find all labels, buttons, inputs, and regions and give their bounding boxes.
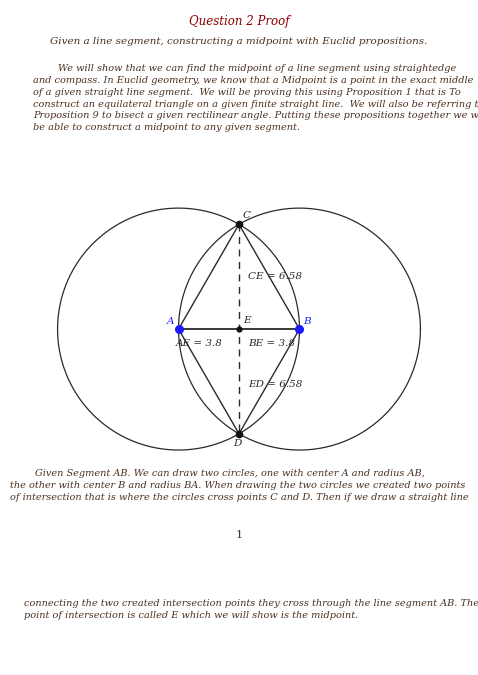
Text: C: C	[243, 211, 251, 220]
Text: Given Segment AB. We can draw two circles, one with center A and radius AB,
the : Given Segment AB. We can draw two circle…	[10, 469, 468, 502]
Text: BE = 3.8: BE = 3.8	[248, 340, 295, 348]
Text: CE = 6.58: CE = 6.58	[248, 272, 302, 281]
Text: We will show that we can find the midpoint of a line segment using straightedge
: We will show that we can find the midpoi…	[33, 64, 478, 132]
Text: ED = 6.58: ED = 6.58	[248, 380, 302, 389]
Text: E: E	[243, 316, 250, 325]
Text: connecting the two created intersection points they cross through the line segme: connecting the two created intersection …	[24, 599, 478, 620]
Text: B: B	[304, 317, 311, 326]
Text: Question 2 Proof: Question 2 Proof	[189, 15, 289, 28]
Text: 1: 1	[236, 530, 242, 540]
Text: AE = 3.8: AE = 3.8	[176, 340, 223, 348]
Text: D: D	[233, 439, 241, 448]
Text: A: A	[167, 317, 174, 326]
Text: Given a line segment, constructing a midpoint with Euclid propositions.: Given a line segment, constructing a mid…	[50, 37, 428, 46]
